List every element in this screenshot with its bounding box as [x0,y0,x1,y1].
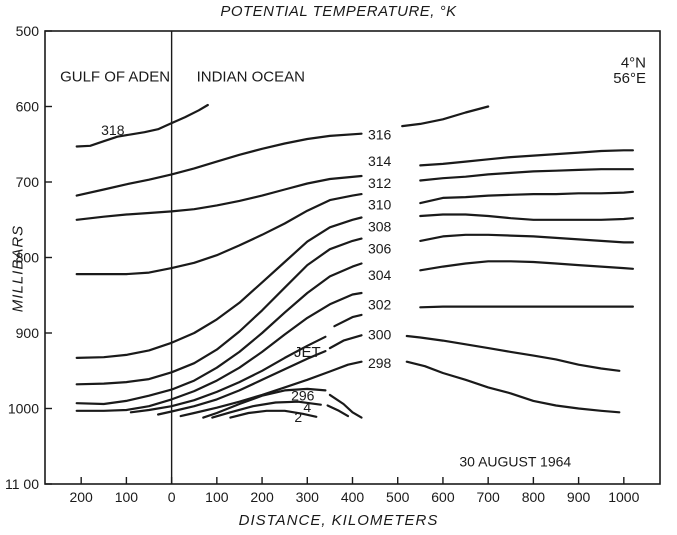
contour-label: 318 [101,122,125,138]
isentrope-298 [405,360,621,414]
region-label-gulf: GULF OF ADEN [60,68,170,85]
isentrope-316 [401,105,490,128]
isentrope-314 [75,174,363,221]
contour-label: 308 [368,219,392,235]
isentrope-312 [419,168,634,182]
y-tick-label: 1000 [8,401,39,417]
x-tick-label: 100 [205,489,229,505]
isentrope-308 [75,237,363,386]
isentrope-302 [129,335,327,414]
contour-label: 304 [368,267,392,283]
isentrope-306 [75,262,363,406]
y-tick-label: 800 [16,250,40,266]
x-tick-label: 1000 [608,489,639,505]
contour-label: 4 [303,399,311,415]
isentrope-300 [328,334,363,350]
y-tick-label: 700 [16,174,40,190]
isentrope-300 [405,334,621,372]
isentrope-308 [419,213,634,221]
contour-label: 302 [368,296,392,312]
isentrope-298 [179,360,363,418]
contour-label: 298 [368,355,392,371]
isentrope-310 [419,190,634,205]
isentrope-302 [419,305,634,309]
y-tick-label: 500 [16,23,40,39]
contour-label: 316 [368,126,392,142]
contour-label: 300 [368,327,392,343]
contour-label: 2 [294,409,302,425]
isentrope-318 [75,103,209,148]
isentrope-310 [75,216,363,359]
x-tick-label: 600 [431,489,455,505]
date-label: 30 AUGUST 1964 [459,453,571,469]
contour-label: 310 [368,197,392,213]
location-lon: 56°E [613,70,646,87]
contour-label: 314 [368,153,392,169]
x-tick-label: 0 [168,489,176,505]
chart-title: POTENTIAL TEMPERATURE, °K [220,3,457,20]
isentrope-296 [202,387,327,419]
isentrope-300 [157,350,327,416]
location-lat: 4°N [621,55,646,72]
isentrope-302 [333,313,363,328]
x-tick-label: 900 [567,489,591,505]
isentrope-304 [419,260,634,272]
jet-label: JET [294,344,321,361]
x-tick-label: 300 [296,489,320,505]
y-tick-label: 900 [16,325,40,341]
contour-label: 306 [368,240,392,256]
isentrope-292 [229,409,318,419]
isentrope-304 [75,291,363,412]
isentrope-294 [326,404,350,418]
region-label-ocean: INDIAN OCEAN [197,68,305,85]
x-tick-label: 500 [386,489,410,505]
x-tick-label: 400 [341,489,365,505]
isentrope-316 [75,132,363,197]
plot-frame [44,30,661,485]
isentrope-306 [419,233,634,244]
y-axis-label: MILLIBARS [9,224,27,313]
contour-label: 312 [368,175,392,191]
isentrope-294 [211,400,322,419]
x-tick-label: 100 [115,489,139,505]
isentrope-314 [419,149,634,167]
x-axis-label: DISTANCE, KILOMETERS [238,512,439,529]
x-tick-label: 800 [522,489,546,505]
y-tick-label: 11 00 [5,476,39,492]
x-tick-label: 200 [69,489,93,505]
x-tick-label: 200 [250,489,274,505]
isentrope-296 [328,393,363,419]
x-tick-label: 700 [476,489,500,505]
y-tick-label: 600 [16,99,40,115]
contour-label: 296 [291,388,315,404]
isentrope-312 [75,193,363,276]
